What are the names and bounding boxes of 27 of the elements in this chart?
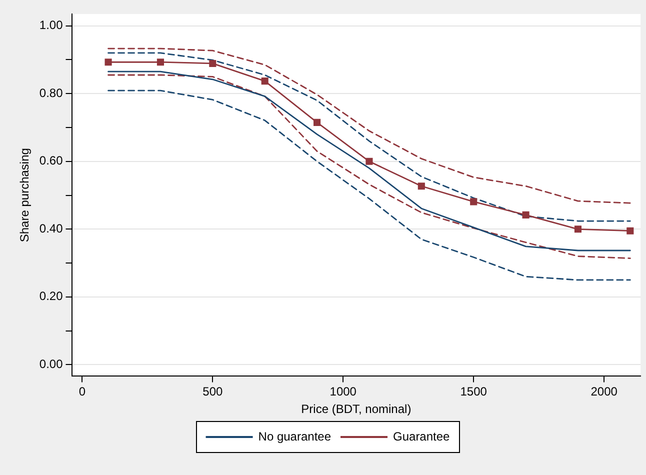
point: [209, 60, 216, 67]
y-tick-label: 0.60: [39, 154, 64, 168]
legend-label: No guarantee: [258, 429, 332, 444]
x-tick-label: 500: [202, 384, 223, 399]
y-tick-label: 0.40: [39, 221, 64, 236]
point: [104, 58, 112, 66]
x-tick-label: 2000: [590, 384, 618, 399]
x-axis-title: Price (BDT, nominal): [301, 402, 412, 416]
line-series: [108, 90, 631, 281]
point: [626, 227, 634, 234]
y-axis-title: Share purchasing: [18, 148, 32, 242]
point: [261, 78, 268, 85]
point: [418, 182, 425, 190]
point: [574, 226, 582, 233]
point: [470, 198, 478, 206]
point: [156, 58, 164, 66]
y-tick-label: 0.20: [39, 289, 64, 304]
x-tick-label: 1500: [460, 384, 488, 399]
y-tick-label: 1.00: [39, 18, 64, 32]
point: [522, 211, 530, 218]
point: [314, 118, 321, 126]
legend-label: Guarantee: [393, 429, 450, 444]
y-tick-label: 0.80: [39, 86, 64, 100]
x-tick-label: 0: [78, 384, 86, 399]
point: [366, 158, 373, 165]
y-tick-label: 0.00: [39, 356, 64, 371]
x-tick-label: 1000: [330, 384, 357, 399]
